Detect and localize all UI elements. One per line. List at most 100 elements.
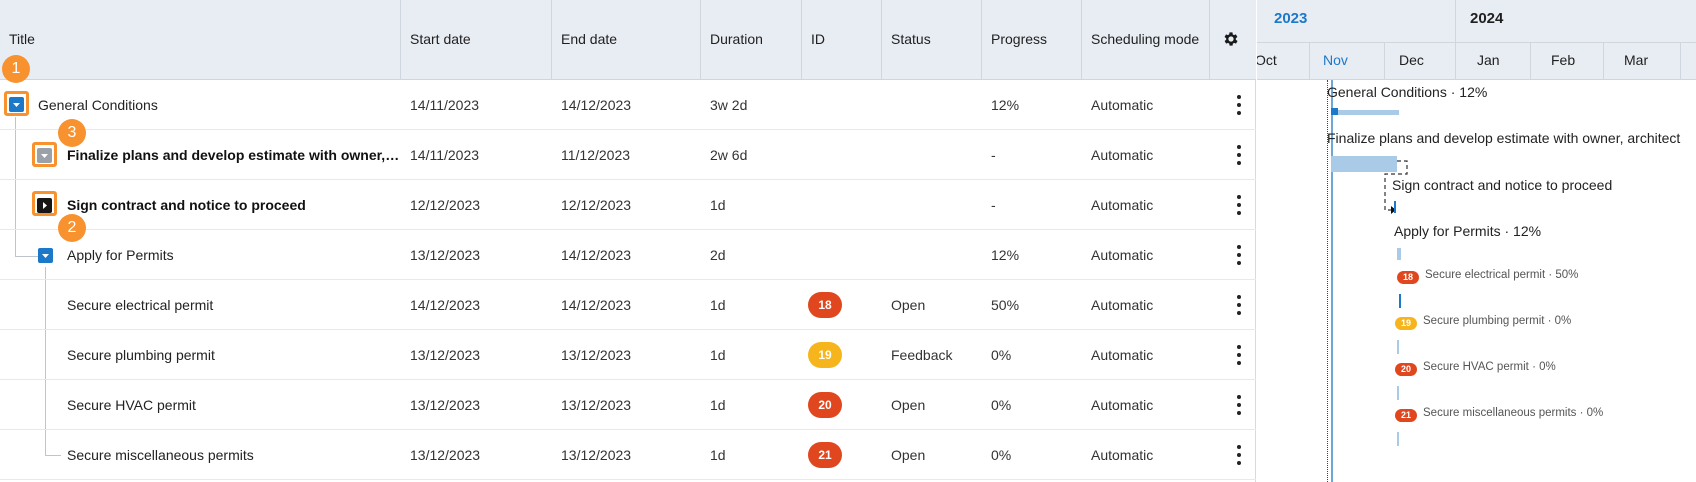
row-progress[interactable]: - xyxy=(991,197,996,213)
row-progress[interactable]: 0% xyxy=(991,397,1012,413)
row-duration[interactable]: 1d xyxy=(710,297,726,313)
row-scheduling-mode[interactable]: Automatic xyxy=(1091,197,1154,213)
column-header-id[interactable]: ID xyxy=(802,0,882,80)
row-title[interactable]: Secure plumbing permit xyxy=(67,347,215,363)
column-header-end-date[interactable]: End date xyxy=(552,0,701,80)
row-end-date[interactable]: 13/12/2023 xyxy=(561,447,632,463)
row-end-date[interactable]: 11/12/2023 xyxy=(561,147,631,163)
id-badge[interactable]: 18 xyxy=(808,292,842,318)
row-start-date[interactable]: 13/12/2023 xyxy=(410,447,481,463)
gantt-bar[interactable] xyxy=(1397,340,1399,354)
row-progress[interactable]: - xyxy=(991,147,996,163)
row-end-date[interactable]: 14/12/2023 xyxy=(561,247,632,263)
row-title[interactable]: Apply for Permits xyxy=(67,247,174,263)
row-menu-icon[interactable] xyxy=(1236,445,1242,465)
row-duration[interactable]: 3w 2d xyxy=(710,97,748,113)
row-status[interactable]: Feedback xyxy=(891,347,953,363)
callout-marker: 3 xyxy=(58,119,86,147)
row-title[interactable]: Secure miscellaneous permits xyxy=(67,447,254,463)
collapse-toggle[interactable] xyxy=(37,148,52,163)
table-row[interactable]: Sign contract and notice to proceed 12/1… xyxy=(0,180,1256,230)
row-scheduling-mode[interactable]: Automatic xyxy=(1091,247,1154,263)
row-start-date[interactable]: 14/11/2023 xyxy=(410,147,480,163)
row-duration[interactable]: 1d xyxy=(710,447,726,463)
gantt-bar[interactable] xyxy=(1331,110,1399,115)
row-title[interactable]: Secure electrical permit xyxy=(67,297,214,313)
row-start-date[interactable]: 14/11/2023 xyxy=(410,97,480,113)
id-badge[interactable]: 21 xyxy=(808,442,842,468)
row-progress[interactable]: 12% xyxy=(991,97,1020,113)
row-scheduling-mode[interactable]: Automatic xyxy=(1091,297,1154,313)
row-scheduling-mode[interactable]: Automatic xyxy=(1091,97,1154,113)
column-header-duration[interactable]: Duration xyxy=(701,0,802,80)
row-title[interactable]: Secure HVAC permit xyxy=(67,397,196,413)
gantt-bar[interactable] xyxy=(1397,432,1399,446)
row-menu-icon[interactable] xyxy=(1236,395,1242,415)
expand-toggle[interactable] xyxy=(37,198,52,213)
month-label: Oct xyxy=(1257,52,1277,68)
row-end-date[interactable]: 13/12/2023 xyxy=(561,347,632,363)
row-progress[interactable]: 12% xyxy=(991,247,1020,263)
table-row[interactable]: Secure miscellaneous permits 13/12/2023 … xyxy=(0,430,1256,480)
row-title[interactable]: Finalize plans and develop estimate with… xyxy=(67,147,400,163)
table-row[interactable]: Secure plumbing permit 13/12/2023 13/12/… xyxy=(0,330,1256,380)
column-header-scheduling-mode[interactable]: Scheduling mode xyxy=(1082,0,1210,80)
gantt-bar[interactable] xyxy=(1331,156,1397,172)
row-menu-icon[interactable] xyxy=(1236,345,1242,365)
row-end-date[interactable]: 14/12/2023 xyxy=(561,97,632,113)
row-duration[interactable]: 2d xyxy=(710,247,726,263)
row-scheduling-mode[interactable]: Automatic xyxy=(1091,347,1154,363)
row-end-date[interactable]: 13/12/2023 xyxy=(561,397,632,413)
start-line xyxy=(1331,80,1333,482)
gantt-bar[interactable] xyxy=(1399,294,1401,308)
row-status[interactable]: Open xyxy=(891,447,926,463)
column-header-progress[interactable]: Progress xyxy=(982,0,1082,80)
collapse-toggle[interactable] xyxy=(9,97,24,112)
row-scheduling-mode[interactable]: Automatic xyxy=(1091,147,1154,163)
row-status[interactable]: Open xyxy=(891,397,926,413)
gantt-chart: 2023 2024 Oct Nov Dec Jan Feb Mar Genera… xyxy=(1257,0,1696,482)
row-scheduling-mode[interactable]: Automatic xyxy=(1091,447,1154,463)
column-header-status[interactable]: Status xyxy=(882,0,982,80)
row-duration[interactable]: 1d xyxy=(710,347,726,363)
row-menu-icon[interactable] xyxy=(1236,295,1242,315)
row-start-date[interactable]: 13/12/2023 xyxy=(410,347,481,363)
row-menu-icon[interactable] xyxy=(1236,95,1242,115)
row-end-date[interactable]: 14/12/2023 xyxy=(561,297,632,313)
table-row[interactable]: General Conditions 14/11/2023 14/12/2023… xyxy=(0,80,1256,130)
row-title[interactable]: Sign contract and notice to proceed xyxy=(67,197,306,213)
gantt-bar[interactable] xyxy=(1394,201,1396,213)
column-header-start-date[interactable]: Start date xyxy=(401,0,552,80)
row-start-date[interactable]: 13/12/2023 xyxy=(410,397,481,413)
row-end-date[interactable]: 12/12/2023 xyxy=(561,197,632,213)
row-progress[interactable]: 0% xyxy=(991,447,1012,463)
row-duration[interactable]: 2w 6d xyxy=(710,147,748,163)
month-divider xyxy=(1530,42,1531,80)
id-badge[interactable]: 19 xyxy=(808,342,842,368)
row-start-date[interactable]: 13/12/2023 xyxy=(410,247,481,263)
row-start-date[interactable]: 14/12/2023 xyxy=(410,297,481,313)
gantt-bar[interactable] xyxy=(1397,248,1401,260)
row-title[interactable]: General Conditions xyxy=(38,97,158,113)
row-progress[interactable]: 50% xyxy=(991,297,1020,313)
row-start-date[interactable]: 12/12/2023 xyxy=(410,197,481,213)
table-row[interactable]: Finalize plans and develop estimate with… xyxy=(0,130,1256,180)
tree-line xyxy=(45,267,46,455)
row-scheduling-mode[interactable]: Automatic xyxy=(1091,397,1154,413)
collapse-toggle[interactable] xyxy=(38,248,53,263)
table-row[interactable]: Secure HVAC permit 13/12/2023 13/12/2023… xyxy=(0,380,1256,430)
caret-down-icon xyxy=(41,154,48,158)
id-badge[interactable]: 20 xyxy=(808,392,842,418)
row-progress[interactable]: 0% xyxy=(991,347,1012,363)
table-row[interactable]: Secure electrical permit 14/12/2023 14/1… xyxy=(0,280,1256,330)
gantt-bar[interactable] xyxy=(1397,386,1399,400)
row-status[interactable]: Open xyxy=(891,297,926,313)
row-menu-icon[interactable] xyxy=(1236,245,1242,265)
row-duration[interactable]: 1d xyxy=(710,197,726,213)
row-menu-icon[interactable] xyxy=(1236,195,1242,215)
gear-icon[interactable] xyxy=(1222,30,1240,48)
row-menu-icon[interactable] xyxy=(1236,145,1242,165)
row-duration[interactable]: 1d xyxy=(710,397,726,413)
table-row[interactable]: Apply for Permits 13/12/2023 14/12/2023 … xyxy=(0,230,1256,280)
column-header-title[interactable]: Title xyxy=(0,0,401,80)
